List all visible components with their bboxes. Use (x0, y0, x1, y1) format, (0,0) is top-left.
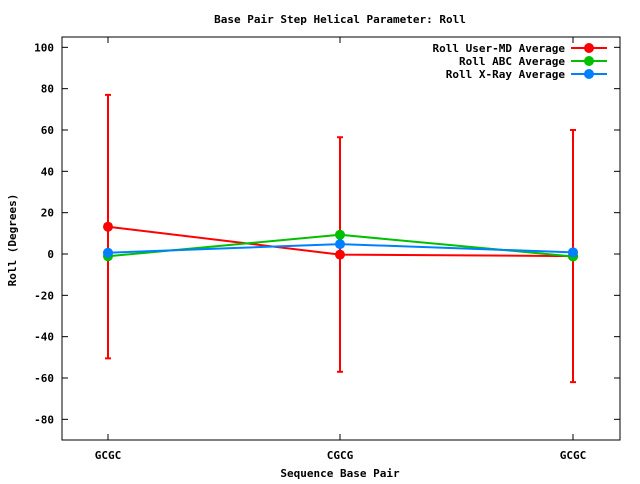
data-point (568, 247, 578, 258)
y-tick-label: 80 (41, 83, 54, 96)
legend-label: Roll X-Ray Average (446, 68, 566, 81)
legend-label: Roll User-MD Average (433, 42, 566, 55)
y-tick-label: 20 (41, 207, 54, 220)
x-tick-label: GCGC (95, 449, 122, 462)
plot-frame (61, 36, 621, 441)
x-axis-title: Sequence Base Pair (280, 467, 400, 480)
data-point (335, 239, 345, 250)
y-tick-label: 0 (47, 248, 54, 261)
legend-marker (584, 56, 594, 66)
y-tick-label: -80 (34, 413, 54, 426)
y-tick-label: 40 (41, 165, 54, 178)
y-axis-ticks: -80 -60 -40 -20 0 20 40 60 80 100 (34, 41, 620, 426)
data-point (103, 221, 113, 232)
y-axis-title: Roll (Degrees) (6, 194, 19, 287)
chart-title: Base Pair Step Helical Parameter: Roll (214, 13, 466, 26)
y-tick-label: -60 (34, 372, 54, 385)
y-tick-label: 100 (34, 41, 54, 54)
data-point (335, 229, 345, 240)
data-point (103, 247, 113, 258)
plot-border (61, 36, 621, 441)
x-axis-ticks: GCGC CGCG GCGC (95, 37, 587, 462)
x-tick-label: GCGC (560, 449, 587, 462)
legend-marker (584, 43, 594, 53)
y-tick-label: -20 (34, 289, 54, 302)
x-tick-label: CGCG (327, 449, 354, 462)
y-tick-label: -40 (34, 331, 54, 344)
data-point (335, 249, 345, 260)
legend-marker (584, 69, 594, 79)
legend-label: Roll ABC Average (459, 55, 565, 68)
series-points (103, 221, 578, 262)
y-tick-label: 60 (41, 124, 54, 137)
